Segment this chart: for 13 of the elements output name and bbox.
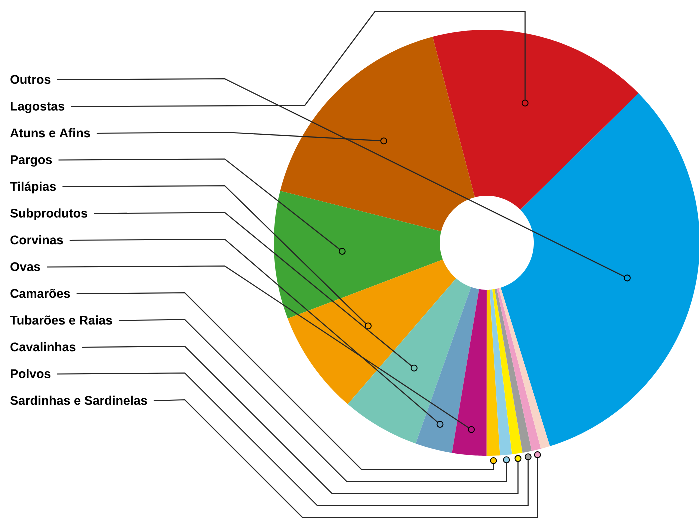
slice-label: Sardinhas e Sardinelas xyxy=(10,396,148,406)
slice-label: Atuns e Afins xyxy=(10,128,90,138)
slice-label: Polvos xyxy=(11,369,51,378)
slice-label: Tilápias xyxy=(10,182,56,194)
slice-label: Cavalinhas xyxy=(10,342,76,352)
slice-label: Subprodutos xyxy=(10,208,88,220)
slice-label: Tubarões e Raias xyxy=(10,316,112,325)
slice-label: Ovas xyxy=(10,262,40,272)
slice-label: Outros xyxy=(10,75,51,84)
slice-label: Pargos xyxy=(11,156,52,167)
slice-label: Lagostas xyxy=(11,102,65,114)
slice-label: Corvinas xyxy=(10,235,64,245)
slice-label: Camarões xyxy=(10,288,70,298)
